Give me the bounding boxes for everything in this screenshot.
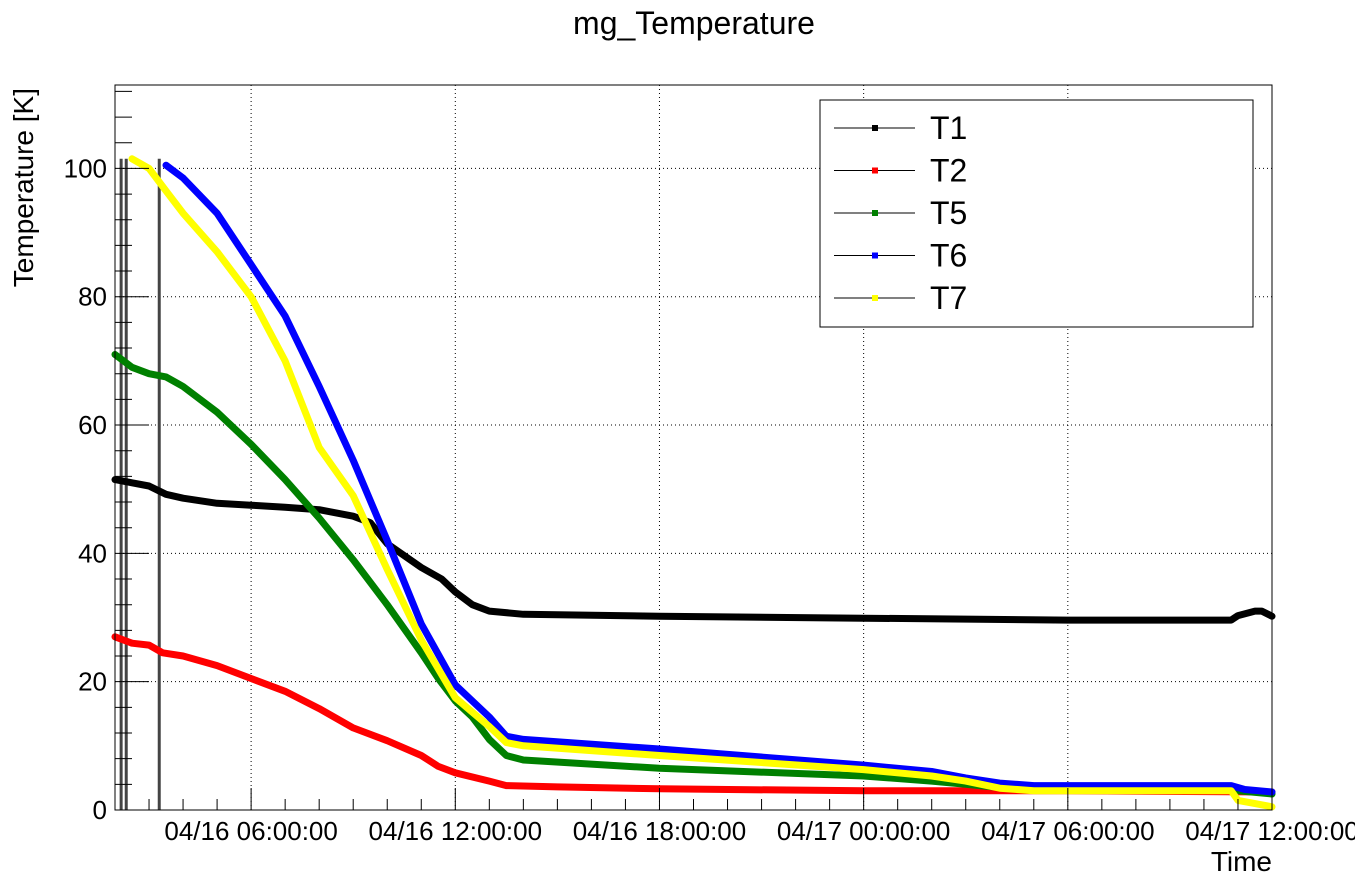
- y-tick-label: 20: [78, 667, 107, 697]
- legend-label-t6: T6: [930, 238, 967, 274]
- legend-label-t5: T5: [930, 195, 967, 231]
- legend-marker-t2: [872, 167, 878, 174]
- x-tick-label: 04/17 00:00:00: [777, 816, 951, 846]
- y-tick-label: 40: [78, 538, 107, 568]
- legend-marker-t7: [872, 295, 878, 301]
- series-group: [111, 155, 1276, 811]
- legend-label-t1: T1: [930, 110, 967, 146]
- axes-group: 0 20 40 60 80 100 04/16 06:00:00 04/16 12:00:00…: [64, 90, 1355, 846]
- series-line-t2: [111, 633, 1276, 796]
- legend-marker-t5: [872, 210, 878, 216]
- x-tick-label: 04/17 12:00:00: [1185, 816, 1355, 846]
- x-tick-label: 04/16 06:00:00: [164, 816, 338, 846]
- y-tick-label: 100: [64, 153, 107, 183]
- x-tick-label: 04/16 12:00:00: [369, 816, 543, 846]
- x-tick-label: 04/16 18:00:00: [573, 816, 747, 846]
- legend-marker-t6: [872, 252, 878, 259]
- y-axis-label: Temperature [K]: [8, 88, 39, 287]
- y-tick-label: 0: [93, 795, 107, 825]
- x-axis-label: Time: [1211, 846, 1272, 877]
- y-tick-label: 80: [78, 282, 107, 312]
- series-line-t7: [128, 155, 1276, 811]
- y-tick-label: 60: [78, 410, 107, 440]
- series-line-t1: [111, 476, 1276, 624]
- legend-label-t2: T2: [930, 153, 967, 189]
- legend-marker-t1: [872, 125, 878, 131]
- x-tick-label: 04/17 06:00:00: [981, 816, 1155, 846]
- series-line-t6: [162, 161, 1276, 796]
- legend: T1 T2 T5 T6 T7: [819, 99, 1254, 328]
- legend-label-t7: T7: [930, 280, 967, 316]
- chart-title: mg_Temperature: [573, 5, 815, 41]
